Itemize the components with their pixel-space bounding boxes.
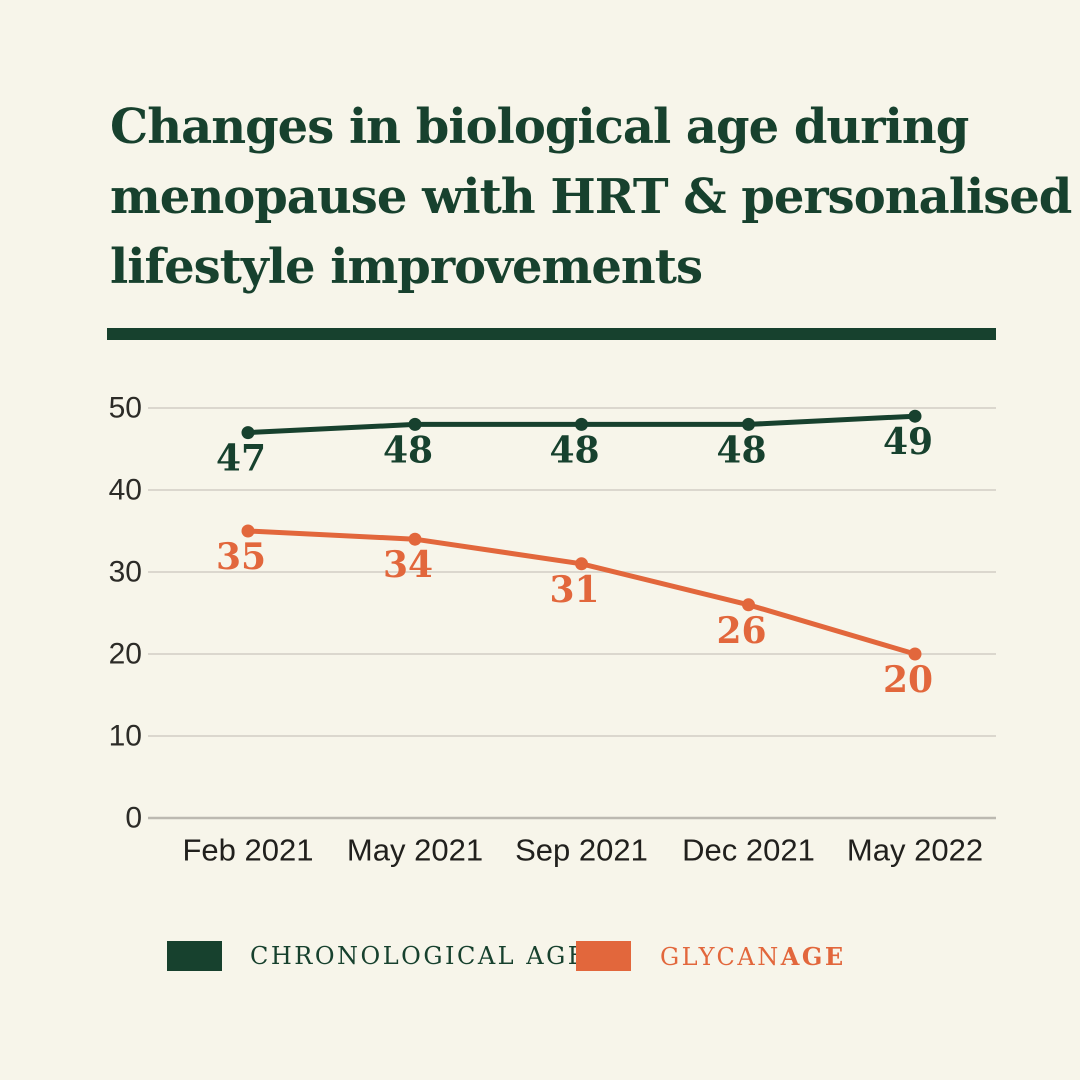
data-point-chronological-age — [908, 409, 922, 423]
data-point-label-glycanage: 34 — [383, 544, 433, 586]
x-axis-tick-label: Dec 2021 — [682, 833, 815, 868]
y-axis-tick-label: 50 — [109, 392, 142, 425]
title-line-1: Changes in biological age during — [110, 99, 969, 155]
legend-label-glycan-part: GLYCAN — [660, 942, 781, 971]
data-point-label-chronological-age: 48 — [383, 429, 433, 471]
y-axis-tick-label: 0 — [125, 802, 142, 835]
x-axis-tick-label: May 2022 — [847, 833, 983, 868]
data-point-glycanage — [575, 557, 588, 571]
legend-item-chronological-age: CHRONOLOGICAL AGE — [167, 941, 588, 971]
data-point-label-chronological-age: 48 — [716, 429, 766, 471]
legend-swatch-chronological-age — [167, 941, 222, 971]
data-point-chronological-age — [742, 417, 755, 431]
data-point-glycanage — [742, 598, 755, 612]
data-point-chronological-age — [241, 426, 255, 440]
legend-label-chronological-age: CHRONOLOGICAL AGE — [250, 942, 588, 970]
data-point-label-chronological-age: 48 — [549, 429, 599, 471]
title-line-2: menopause with HRT & personalised — [110, 169, 1072, 225]
x-axis-tick-label: Sep 2021 — [515, 833, 648, 868]
data-point-chronological-age — [575, 417, 588, 431]
data-point-label-chronological-age: 47 — [216, 438, 266, 480]
data-point-glycanage — [408, 532, 422, 546]
legend-label-age-part: AGE — [780, 941, 846, 971]
legend-item-glycanage: GLYCANAGE — [576, 941, 846, 971]
x-axis-tick-label: Feb 2021 — [183, 833, 314, 868]
legend-label-glycanage: GLYCANAGE — [660, 942, 846, 971]
data-point-label-glycanage: 31 — [549, 569, 599, 611]
y-axis-tick-label: 10 — [109, 720, 142, 753]
data-point-label-glycanage: 20 — [883, 659, 933, 701]
data-point-label-glycanage: 35 — [216, 536, 266, 578]
data-point-label-chronological-age: 49 — [883, 421, 933, 463]
line-chart: 0 10 20 30 40 50 Feb 2021 May 2021 Sep 2021 Dec 2… — [109, 392, 996, 868]
data-point-chronological-age — [408, 417, 422, 431]
chart-title: Changes in biological age during menopau… — [110, 92, 1072, 302]
data-point-label-glycanage: 26 — [716, 610, 766, 652]
title-divider-rule — [107, 328, 996, 340]
y-axis-tick-label: 40 — [109, 474, 142, 507]
data-point-glycanage — [241, 524, 255, 538]
y-axis-tick-label: 20 — [109, 638, 142, 671]
title-line-3: lifestyle improvements — [110, 239, 703, 295]
y-axis-tick-label: 30 — [109, 556, 142, 589]
legend-swatch-glycanage — [576, 941, 631, 971]
x-axis-tick-label: May 2021 — [347, 833, 483, 868]
data-point-glycanage — [908, 647, 922, 661]
